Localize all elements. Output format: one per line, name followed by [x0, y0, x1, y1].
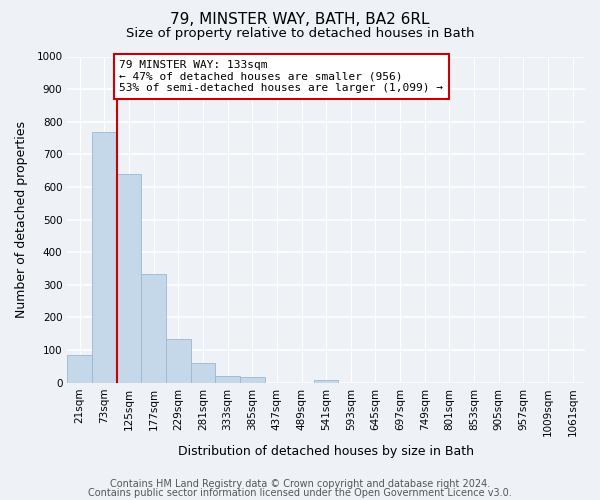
Bar: [67, 355, 92, 382]
Bar: [116, 174, 141, 382]
Bar: [191, 363, 215, 382]
Text: 79 MINSTER WAY: 133sqm
← 47% of detached houses are smaller (956)
53% of semi-de: 79 MINSTER WAY: 133sqm ← 47% of detached…: [119, 60, 443, 93]
Text: Contains HM Land Registry data © Crown copyright and database right 2024.: Contains HM Land Registry data © Crown c…: [110, 479, 490, 489]
Bar: [141, 274, 166, 382]
Bar: [314, 380, 338, 382]
Bar: [215, 376, 240, 382]
Bar: [166, 338, 191, 382]
X-axis label: Distribution of detached houses by size in Bath: Distribution of detached houses by size …: [178, 444, 474, 458]
Text: Size of property relative to detached houses in Bath: Size of property relative to detached ho…: [126, 28, 474, 40]
Y-axis label: Number of detached properties: Number of detached properties: [15, 121, 28, 318]
Bar: [240, 377, 265, 382]
Text: 79, MINSTER WAY, BATH, BA2 6RL: 79, MINSTER WAY, BATH, BA2 6RL: [170, 12, 430, 28]
Text: Contains public sector information licensed under the Open Government Licence v3: Contains public sector information licen…: [88, 488, 512, 498]
Bar: [92, 132, 116, 382]
